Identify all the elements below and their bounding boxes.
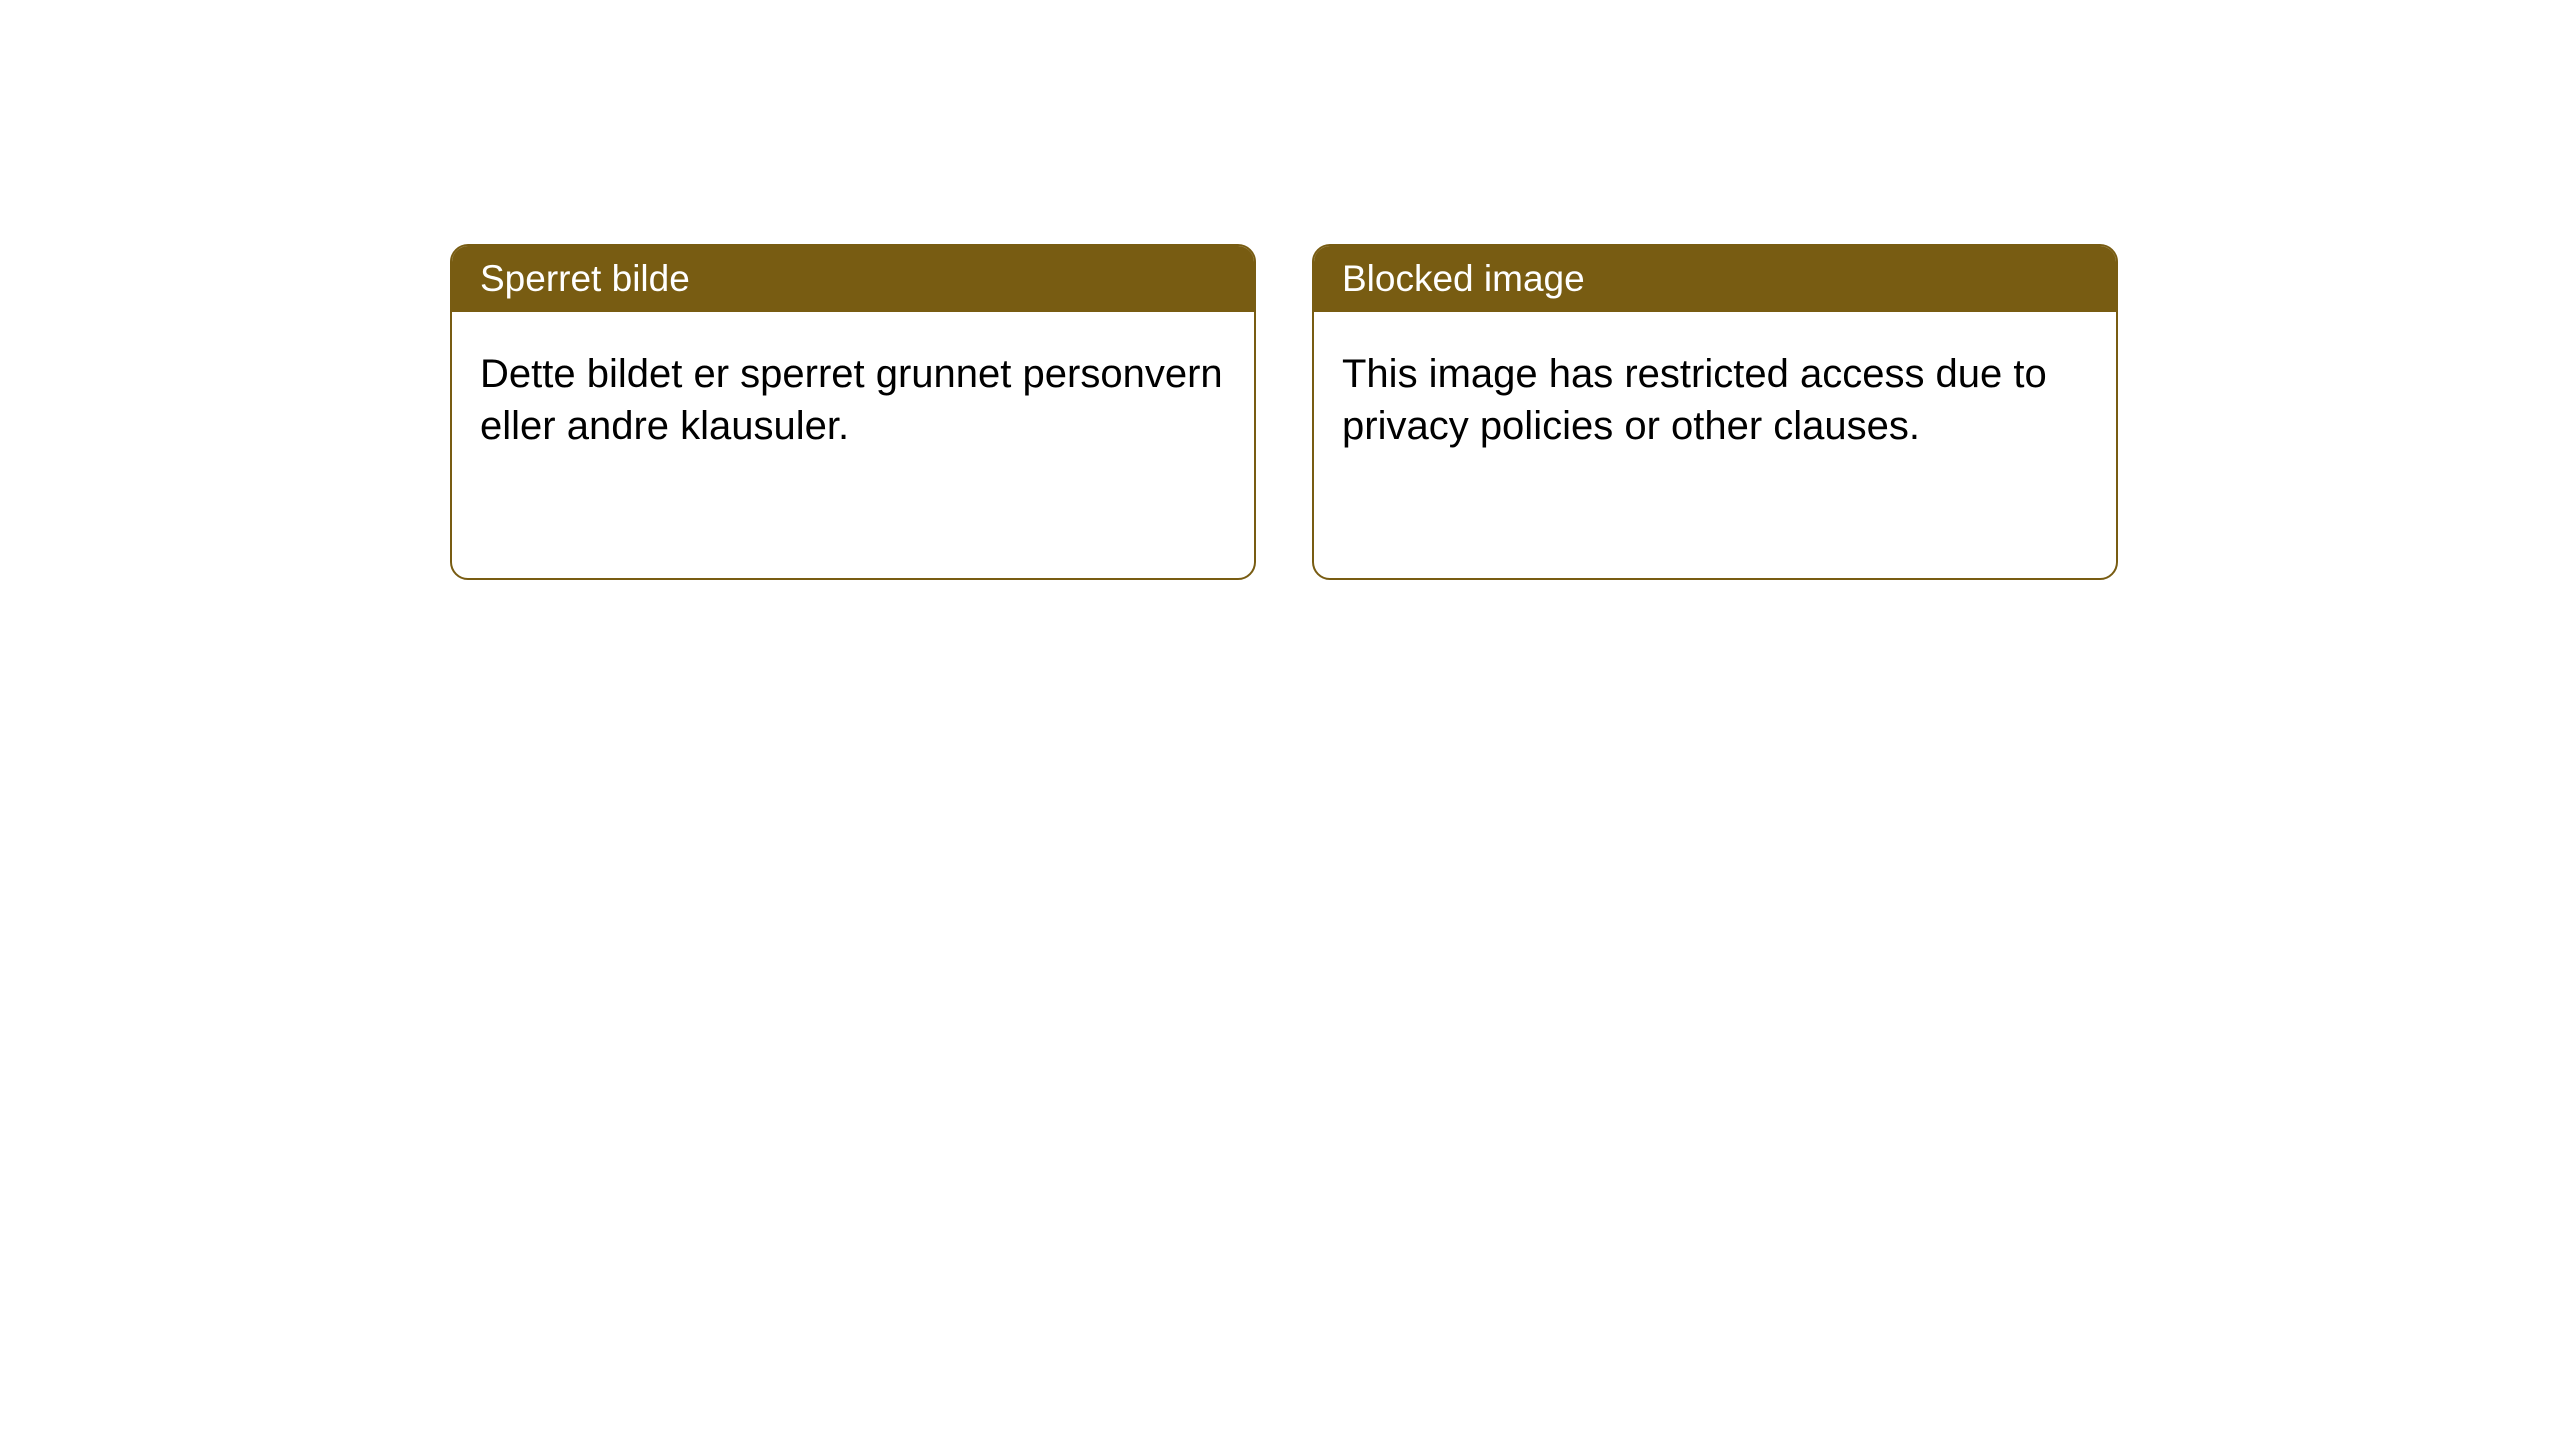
- card-title: Sperret bilde: [480, 258, 690, 299]
- card-header: Blocked image: [1314, 246, 2116, 312]
- card-body: This image has restricted access due to …: [1314, 312, 2116, 578]
- card-body-text: Dette bildet er sperret grunnet personve…: [480, 352, 1223, 448]
- card-body: Dette bildet er sperret grunnet personve…: [452, 312, 1254, 578]
- card-header: Sperret bilde: [452, 246, 1254, 312]
- notice-card-english: Blocked image This image has restricted …: [1312, 244, 2118, 580]
- notice-cards-container: Sperret bilde Dette bildet er sperret gr…: [0, 0, 2560, 580]
- card-body-text: This image has restricted access due to …: [1342, 352, 2047, 448]
- notice-card-norwegian: Sperret bilde Dette bildet er sperret gr…: [450, 244, 1256, 580]
- card-title: Blocked image: [1342, 258, 1585, 299]
